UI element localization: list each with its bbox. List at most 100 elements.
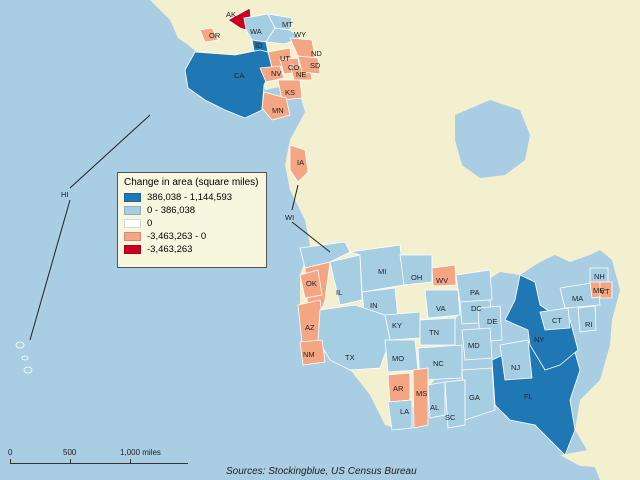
label-DE: DE [487, 317, 497, 326]
label-MS: MS [416, 389, 427, 398]
label-NY: NY [534, 335, 544, 344]
scale-bar: 0 500 1,000 miles [6, 448, 206, 474]
state-MA[interactable] [559, 281, 601, 309]
legend-item: 0 - 386,038 [124, 204, 260, 217]
legend-item: -3,463,263 - 0 [124, 230, 260, 243]
label-DC: DC [471, 304, 482, 313]
label-GA: GA [469, 393, 480, 402]
legend-swatch [124, 193, 141, 202]
state-NJ[interactable] [499, 339, 533, 381]
state-TN[interactable] [419, 317, 456, 346]
legend-swatch [124, 219, 141, 228]
state-SC[interactable] [444, 379, 466, 429]
label-IA: IA [297, 158, 304, 167]
state-NY[interactable] [504, 274, 579, 371]
label-ND: ND [311, 49, 322, 58]
label-VA: VA [436, 304, 445, 313]
label-ME: ME [593, 286, 604, 295]
state-VA[interactable] [424, 289, 461, 319]
ia-leader-line [291, 184, 299, 211]
legend-label: 0 - 386,038 [147, 205, 196, 216]
legend-label: 0 [147, 218, 153, 229]
state-NV[interactable] [259, 65, 285, 83]
land-cuba [560, 448, 625, 468]
state-MD[interactable] [461, 327, 493, 361]
state-LA[interactable] [387, 399, 413, 431]
label-WV: WV [436, 276, 448, 285]
label-IL: IL [336, 288, 342, 297]
state-VT[interactable] [599, 281, 613, 299]
scale-tick [70, 459, 71, 463]
label-NH: NH [594, 272, 605, 281]
land-hudson-bay [455, 100, 530, 178]
label-MT: MT [282, 20, 293, 29]
scale-label: 0 [8, 448, 13, 457]
label-RI: RI [585, 320, 593, 329]
label-TN: TN [429, 328, 439, 337]
label-NE: NE [296, 70, 306, 79]
label-AZ: AZ [305, 323, 315, 332]
scale-tick [130, 459, 131, 463]
label-KS: KS [285, 88, 295, 97]
label-OH: OH [411, 273, 422, 282]
label-LA: LA [400, 407, 409, 416]
label-WA: WA [250, 27, 262, 36]
state-labels: AK MT WA WY OR ID ND UT CO NE SD CA NV K… [61, 10, 610, 422]
label-NC: NC [433, 359, 444, 368]
label-MO: MO [392, 354, 404, 363]
label-MN: MN [272, 106, 284, 115]
state-KY[interactable] [384, 311, 421, 341]
scale-label: 500 [63, 448, 77, 457]
state-WI[interactable] [299, 241, 351, 269]
state-HI[interactable] [15, 341, 33, 374]
state-CA[interactable] [184, 49, 273, 119]
state-AL[interactable] [427, 381, 446, 419]
state-NM[interactable] [299, 339, 326, 366]
label-VT: VT [600, 287, 610, 296]
legend-label: -3,463,263 [147, 244, 193, 255]
legend-title: Change in area (square miles) [124, 177, 259, 188]
label-CA: CA [234, 71, 244, 80]
wi-leader-line [291, 221, 331, 253]
label-MD: MD [468, 341, 480, 350]
state-CT[interactable] [539, 307, 571, 331]
hi-leader-line-upper [69, 114, 151, 189]
leader-lines [29, 114, 331, 341]
label-NJ: NJ [511, 363, 520, 372]
state-WV[interactable] [431, 264, 457, 287]
state-RI[interactable] [577, 305, 597, 333]
state-OH[interactable] [399, 254, 433, 286]
label-SC: SC [445, 413, 456, 422]
label-OR: OR [209, 31, 221, 40]
label-MA: MA [572, 294, 583, 303]
label-HI: HI [61, 190, 69, 199]
label-SD: SD [310, 61, 321, 70]
label-AK: AK [226, 10, 236, 19]
label-UT: UT [280, 54, 290, 63]
land-greenland [540, 0, 640, 100]
state-PA[interactable] [455, 269, 493, 303]
hi-leader-line-lower [29, 199, 71, 341]
state-MS[interactable] [412, 367, 429, 429]
state-SD[interactable] [297, 55, 321, 75]
label-TX: TX [345, 353, 355, 362]
label-WI: WI [285, 213, 294, 222]
label-WY: WY [294, 30, 306, 39]
state-IA[interactable] [289, 144, 309, 183]
state-KS[interactable] [277, 79, 303, 101]
state-IL[interactable] [329, 254, 363, 306]
legend-swatch [124, 206, 141, 215]
scale-bar-line [10, 463, 188, 464]
sources-credit: Sources: Stockingblue, US Census Bureau [226, 466, 417, 477]
legend-label: 386,038 - 1,144,593 [147, 192, 233, 203]
state-MN[interactable] [261, 91, 291, 121]
label-AL: AL [430, 403, 439, 412]
state-MI[interactable] [349, 244, 405, 293]
state-OK-main[interactable] [299, 269, 323, 299]
state-OR[interactable] [199, 27, 219, 43]
label-IN: IN [370, 301, 378, 310]
label-KY: KY [392, 321, 402, 330]
label-CO: CO [288, 63, 299, 72]
legend-label: -3,463,263 - 0 [147, 231, 207, 242]
